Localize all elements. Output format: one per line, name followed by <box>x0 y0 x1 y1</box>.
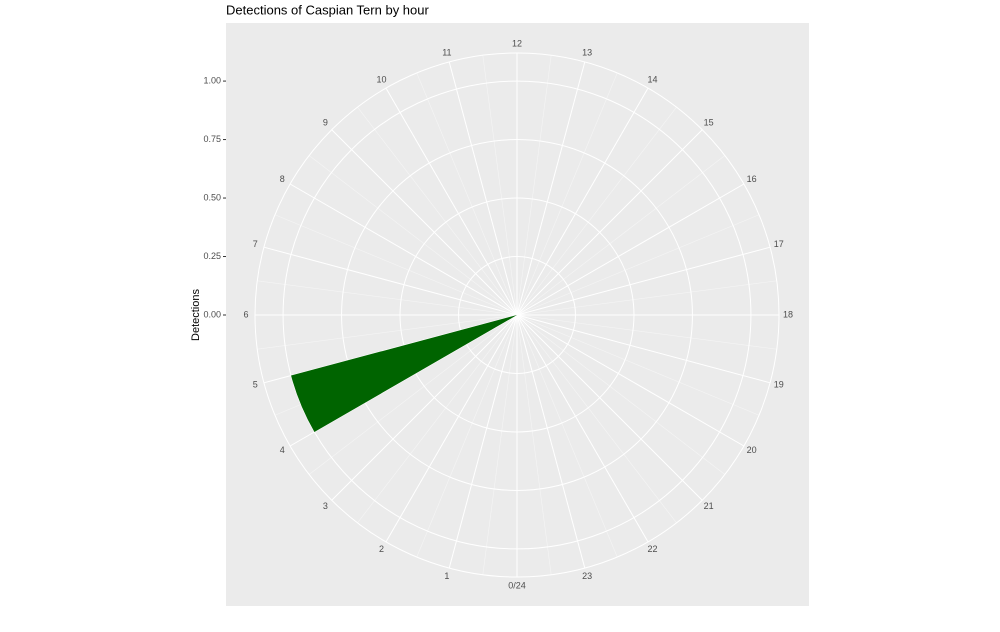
grid-line <box>516 314 703 501</box>
chart-title: Detections of Caspian Tern by hour <box>226 2 429 17</box>
minor-grid-line <box>482 314 518 575</box>
grid-line <box>331 314 518 501</box>
minor-grid-line <box>357 106 518 316</box>
grid-line <box>263 314 518 384</box>
x-tick-label: 9 <box>323 118 328 128</box>
grid-line <box>263 246 518 316</box>
minor-grid-line <box>308 155 518 316</box>
grid-line <box>516 314 586 569</box>
x-tick-label: 22 <box>647 544 657 554</box>
grid-line <box>516 87 649 316</box>
x-tick-label: 4 <box>280 445 285 455</box>
grid-line <box>289 183 518 316</box>
grid-line <box>516 314 745 447</box>
minor-grid-line <box>516 214 760 316</box>
grid-line <box>385 314 518 543</box>
grid-line <box>448 61 518 316</box>
grid-line <box>516 183 745 316</box>
x-tick-label: 5 <box>253 380 258 390</box>
y-tick-label: 0.50 <box>203 192 221 202</box>
minor-grid-line <box>516 55 552 316</box>
grid-line <box>516 314 771 384</box>
x-tick-label: 18 <box>783 309 793 319</box>
x-tick-label: 1 <box>444 571 449 581</box>
x-tick-label: 19 <box>774 380 784 390</box>
minor-grid-line <box>516 314 760 416</box>
x-tick-label: 16 <box>747 174 757 184</box>
x-tick-label: 10 <box>376 75 386 85</box>
minor-grid-line <box>516 155 726 316</box>
grid-line <box>516 314 649 543</box>
minor-grid-line <box>357 314 518 524</box>
grid-line <box>516 129 703 316</box>
x-tick-label: 6 <box>243 309 248 319</box>
x-tick-label: 14 <box>647 75 657 85</box>
y-tick-label: 1.00 <box>203 75 221 85</box>
x-tick-label: 13 <box>582 48 592 58</box>
y-axis-label: Detections <box>190 289 202 341</box>
minor-grid-line <box>416 314 518 558</box>
minor-grid-line <box>516 106 677 316</box>
y-tick-label: 0.75 <box>203 134 221 144</box>
minor-grid-line <box>516 314 618 558</box>
x-tick-label: 11 <box>442 48 451 58</box>
grid-line <box>448 314 518 569</box>
minor-grid-line <box>257 280 518 316</box>
x-tick-label: 21 <box>704 501 714 511</box>
x-tick-label: 12 <box>512 38 522 48</box>
grid-line <box>331 129 518 316</box>
grid-line <box>516 61 586 316</box>
grid-line <box>385 87 518 316</box>
minor-grid-line <box>516 314 726 475</box>
x-tick-label: 2 <box>379 544 384 554</box>
minor-grid-line <box>516 314 677 524</box>
minor-grid-line <box>516 314 777 350</box>
x-tick-label: 0/24 <box>508 580 526 590</box>
minor-grid-line <box>516 314 552 575</box>
minor-grid-line <box>516 280 777 316</box>
x-tick-label: 20 <box>747 445 757 455</box>
grid-line <box>516 246 771 316</box>
x-tick-label: 23 <box>582 571 592 581</box>
x-tick-label: 8 <box>280 174 285 184</box>
bar <box>291 315 517 432</box>
x-tick-label: 3 <box>323 501 328 511</box>
minor-grid-line <box>416 72 518 316</box>
x-tick-label: 15 <box>704 118 714 128</box>
minor-grid-line <box>482 55 518 316</box>
x-tick-label: 17 <box>774 239 784 249</box>
minor-grid-line <box>516 72 618 316</box>
x-tick-label: 7 <box>253 239 258 249</box>
minor-grid-line <box>257 314 518 350</box>
minor-grid-line <box>274 214 518 316</box>
y-tick-label: 0.00 <box>203 309 221 319</box>
y-tick-label: 0.25 <box>203 251 221 261</box>
minor-grid-line <box>308 314 518 475</box>
